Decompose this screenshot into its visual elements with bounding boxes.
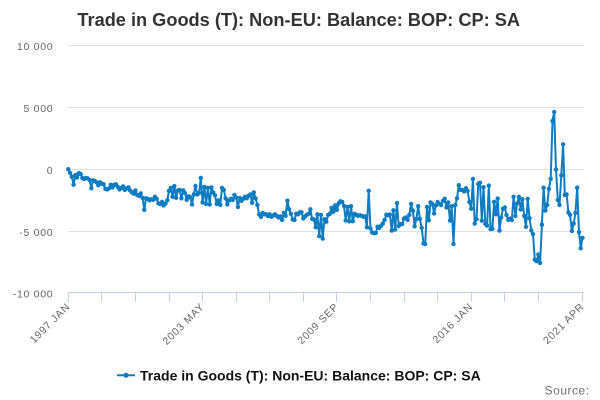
svg-text:5 000: 5 000 [24, 103, 54, 115]
svg-text:10 000: 10 000 [17, 41, 53, 53]
svg-text:Trade in Goods (T): Non-EU: Ba: Trade in Goods (T): Non-EU: Balance: BOP… [140, 367, 481, 383]
svg-text:Trade in Goods (T): Non-EU: Ba: Trade in Goods (T): Non-EU: Balance: BOP… [77, 10, 520, 30]
svg-text:-5 000: -5 000 [19, 227, 53, 239]
svg-text:-10 000: -10 000 [13, 289, 54, 301]
svg-text:Source:: Source: [545, 384, 590, 398]
svg-text:0: 0 [47, 165, 54, 177]
